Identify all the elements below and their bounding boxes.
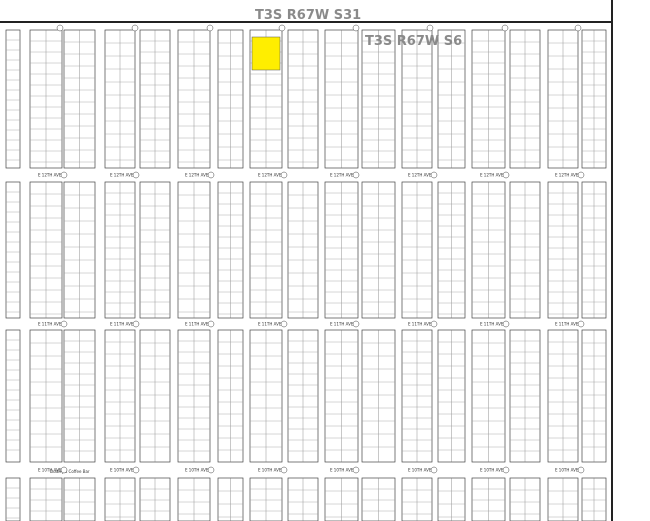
street-marker	[60, 171, 68, 179]
street-label: E 10TH AVE	[555, 468, 579, 473]
street-marker	[577, 466, 585, 474]
street-marker	[352, 24, 360, 32]
street-marker	[132, 320, 140, 328]
street-label: E 11TH AVE	[185, 322, 209, 327]
street-marker	[352, 466, 360, 474]
street-labels: E 12TH AVE E 12TH AVE E 12TH AVE E 12TH AVE…	[38, 24, 585, 474]
street-label: E 12TH AVE	[330, 173, 354, 178]
street-marker	[280, 320, 288, 328]
street-marker	[280, 466, 288, 474]
street-marker	[430, 466, 438, 474]
street-label: E 11TH AVE	[258, 322, 282, 327]
street-label: E 12TH AVE	[408, 173, 432, 178]
street-label: E 12TH AVE	[110, 173, 134, 178]
street-marker	[132, 171, 140, 179]
street-label: E 10TH AVE	[110, 468, 134, 473]
place-label: Dudley's Coffee Bar	[50, 469, 90, 474]
street-label: E 10TH AVE	[185, 468, 209, 473]
street-marker	[574, 24, 582, 32]
township-label: T3S R67W S31	[255, 8, 361, 23]
block	[5, 181, 21, 319]
street-marker	[430, 171, 438, 179]
street-marker	[577, 171, 585, 179]
street-label: E 10TH AVE	[480, 468, 504, 473]
street-label: E 11TH AVE	[408, 322, 432, 327]
street-label: E 10TH AVE	[38, 468, 62, 473]
street-label: E 10TH AVE	[258, 468, 282, 473]
street-marker	[56, 24, 64, 32]
street-label: E 11TH AVE	[38, 322, 62, 327]
street-marker	[501, 24, 509, 32]
block	[5, 329, 21, 463]
street-marker	[207, 466, 215, 474]
street-marker	[502, 466, 510, 474]
street-marker	[577, 320, 585, 328]
street-marker	[60, 320, 68, 328]
street-marker	[60, 466, 68, 474]
street-marker	[280, 171, 288, 179]
street-label: E 12TH AVE	[555, 173, 579, 178]
street-label: E 12TH AVE	[38, 173, 62, 178]
street-marker	[502, 171, 510, 179]
township-label: T3S R67W S6	[365, 34, 462, 49]
blocks	[5, 29, 607, 521]
street-label: E 10TH AVE	[408, 468, 432, 473]
street-marker	[207, 320, 215, 328]
street-marker	[352, 320, 360, 328]
street-label: E 12TH AVE	[480, 173, 504, 178]
street-marker	[207, 171, 215, 179]
street-marker	[352, 171, 360, 179]
street-marker	[132, 466, 140, 474]
street-label: E 12TH AVE	[258, 173, 282, 178]
street-label: E 11TH AVE	[480, 322, 504, 327]
street-marker	[206, 24, 214, 32]
street-marker	[502, 320, 510, 328]
street-label: E 11TH AVE	[555, 322, 579, 327]
street-marker	[430, 320, 438, 328]
street-marker	[426, 24, 434, 32]
street-label: E 12TH AVE	[185, 173, 209, 178]
block	[5, 477, 21, 521]
street-marker	[131, 24, 139, 32]
street-label: E 10TH AVE	[330, 468, 354, 473]
block	[5, 29, 21, 169]
highlighted-parcel[interactable]	[251, 36, 281, 71]
street-label: E 11TH AVE	[110, 322, 134, 327]
street-label: E 11TH AVE	[330, 322, 354, 327]
street-marker	[278, 24, 286, 32]
